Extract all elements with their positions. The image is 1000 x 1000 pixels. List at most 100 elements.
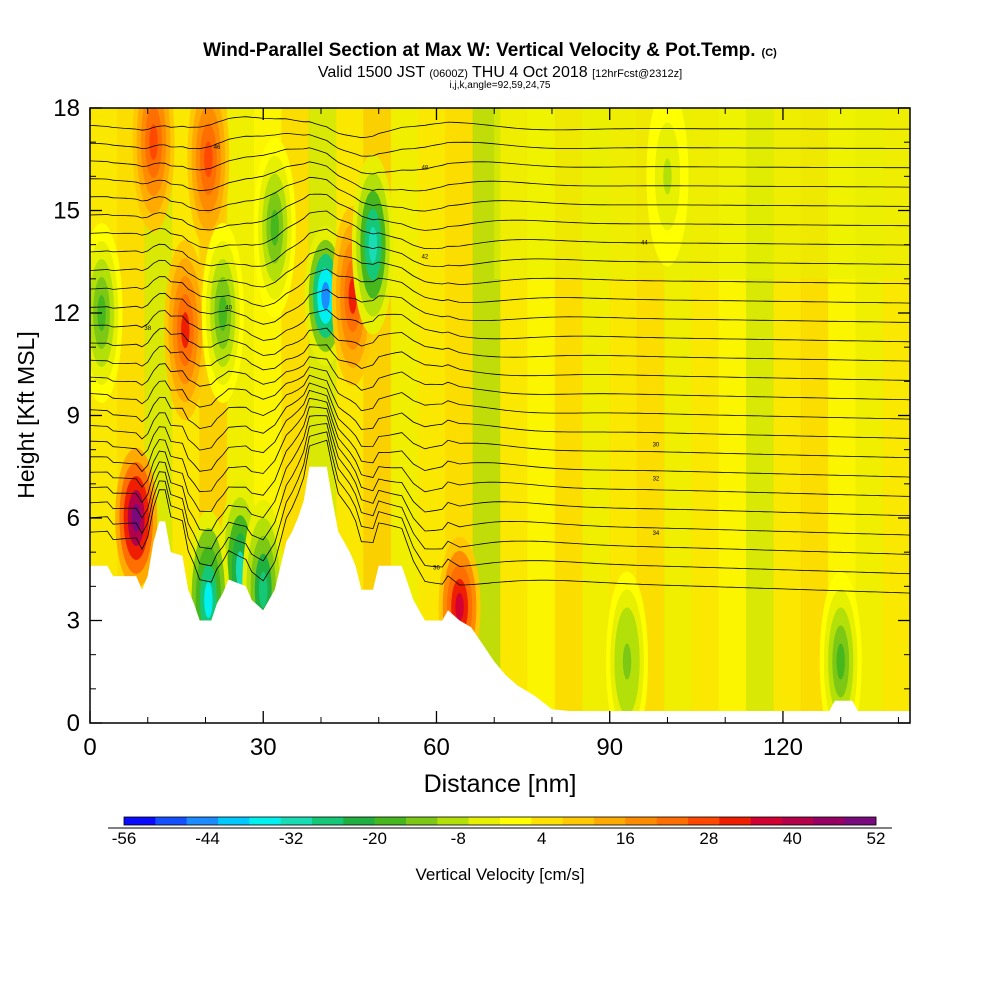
x-tick-label: 30 [250, 734, 277, 761]
terrain-mask [90, 466, 910, 723]
theta-contour-label: 44 [641, 241, 648, 247]
theta-contour-label: 48 [422, 166, 429, 172]
colorbar-tick-label: 4 [537, 829, 546, 848]
theta-contour [90, 397, 910, 497]
plot-area: 38 40 42 44 46 48 30 32 34 36 [90, 108, 910, 723]
colorbar-tick-label: 28 [699, 829, 718, 848]
y-tick-label: 9 [67, 403, 80, 430]
colorbar-swatch [688, 817, 720, 825]
velocity-cell-ring [181, 312, 190, 349]
velocity-cell-ring [218, 295, 228, 331]
velocity-cell [164, 240, 207, 421]
velocity-cell-ring [149, 124, 158, 161]
theta-contour [90, 176, 910, 212]
theta-contour [90, 309, 910, 343]
velocity-cell [132, 108, 175, 233]
theta-contour [90, 248, 910, 288]
y-tick-label: 6 [67, 505, 80, 532]
y-tick-label: 15 [53, 198, 80, 225]
colorbar-swatch [249, 817, 281, 825]
theta-contour [90, 439, 910, 594]
colorbar-tick-label: 52 [867, 829, 886, 848]
colorbar-swatch [437, 817, 469, 825]
colorbar-swatch [656, 817, 689, 825]
velocity-cell-ring [259, 571, 268, 608]
theta-contour [90, 415, 910, 536]
velocity-cell-ring [368, 226, 378, 263]
colorbar-frame [123, 816, 877, 826]
theta-contour [90, 228, 910, 268]
colorbar-swatch [625, 817, 657, 825]
theta-contour [90, 161, 910, 192]
theta-contour [90, 289, 910, 325]
colorbar-swatch [468, 817, 501, 825]
theta-contour [90, 389, 910, 478]
velocity-cell-ring [622, 643, 632, 680]
x-tick-label: 90 [596, 734, 623, 761]
colorbar-tick-label: 40 [783, 829, 802, 848]
theta-contour-label: 40 [225, 306, 232, 312]
colorbar-swatch [218, 817, 250, 825]
theta-contour-label: 34 [653, 531, 660, 537]
theta-contour-label: 30 [653, 442, 660, 448]
theta-contours: 38 40 42 44 46 48 30 32 34 36 [90, 116, 910, 594]
x-axis-label: Distance [nm] [424, 770, 577, 798]
y-axis-label: Height [Kft MSL] [13, 331, 39, 498]
theta-contour [90, 366, 910, 420]
colorbar-swatch [531, 817, 563, 825]
velocity-cell-ring [836, 643, 845, 680]
colorbar-tick-label: -8 [451, 829, 466, 848]
theta-contour [90, 374, 910, 439]
colorbar-tick-label: -56 [112, 829, 137, 848]
colorbar-swatch [124, 817, 156, 825]
theta-contour [90, 344, 910, 381]
colorbar-tick-label: 16 [616, 829, 635, 848]
velocity-cell-ring [663, 158, 672, 195]
colorbar-tick-label: -32 [279, 829, 304, 848]
theta-contour-label: 32 [653, 476, 660, 482]
velocity-cell [351, 154, 394, 335]
theta-contour-label: 42 [422, 254, 429, 260]
theta-contour-label: 38 [144, 326, 151, 332]
velocity-cell [115, 448, 158, 588]
x-tick-label: 60 [423, 734, 450, 761]
theta-contour [90, 423, 910, 555]
theta-contour [90, 382, 910, 459]
velocity-cell-ring [204, 582, 213, 618]
colorbar-swatch [406, 817, 438, 825]
velocity-cell-ring [235, 551, 245, 588]
colorbar-swatch [719, 817, 751, 825]
theta-contour [90, 431, 910, 575]
colorbar-swatch [343, 817, 375, 825]
theta-contour-label: 46 [214, 145, 221, 151]
theta-contour [90, 268, 910, 307]
colorbar-tick-label: -44 [195, 829, 220, 848]
chart-params: i,j,k,angle=92,59,24,75 [450, 80, 551, 91]
colorbar-tick-label: -20 [362, 829, 387, 848]
colorbar-swatch [280, 817, 313, 825]
velocity-cell-ring [321, 281, 330, 310]
chart-subtitle: Valid 1500 JST (0600Z) THU 4 Oct 2018 [1… [318, 64, 682, 81]
theta-contour [90, 116, 910, 139]
theta-contour-label: 36 [433, 565, 440, 571]
theta-contour [90, 193, 910, 231]
velocity-cell [90, 223, 123, 403]
velocity-cell [201, 223, 244, 403]
y-tick-label: 18 [53, 95, 80, 122]
colorbar: -56 -44 -32 -20 -8 4 16 28 40 52 [108, 816, 892, 848]
colorbar-swatch [813, 817, 845, 825]
chart-title: Wind-Parallel Section at Max W: Vertical… [203, 40, 777, 61]
theta-contour [90, 147, 910, 175]
theta-contour [90, 406, 910, 517]
colorbar-swatch [594, 817, 626, 825]
velocity-band [494, 108, 910, 279]
velocity-cell-ring [455, 592, 464, 621]
velocity-cell [187, 108, 230, 250]
colorbar-swatch [155, 817, 187, 825]
velocity-cell [253, 137, 296, 318]
velocity-cell [819, 571, 862, 723]
theta-contour [90, 356, 910, 401]
colorbar-swatch [312, 817, 344, 825]
colorbar-swatch [374, 817, 407, 825]
